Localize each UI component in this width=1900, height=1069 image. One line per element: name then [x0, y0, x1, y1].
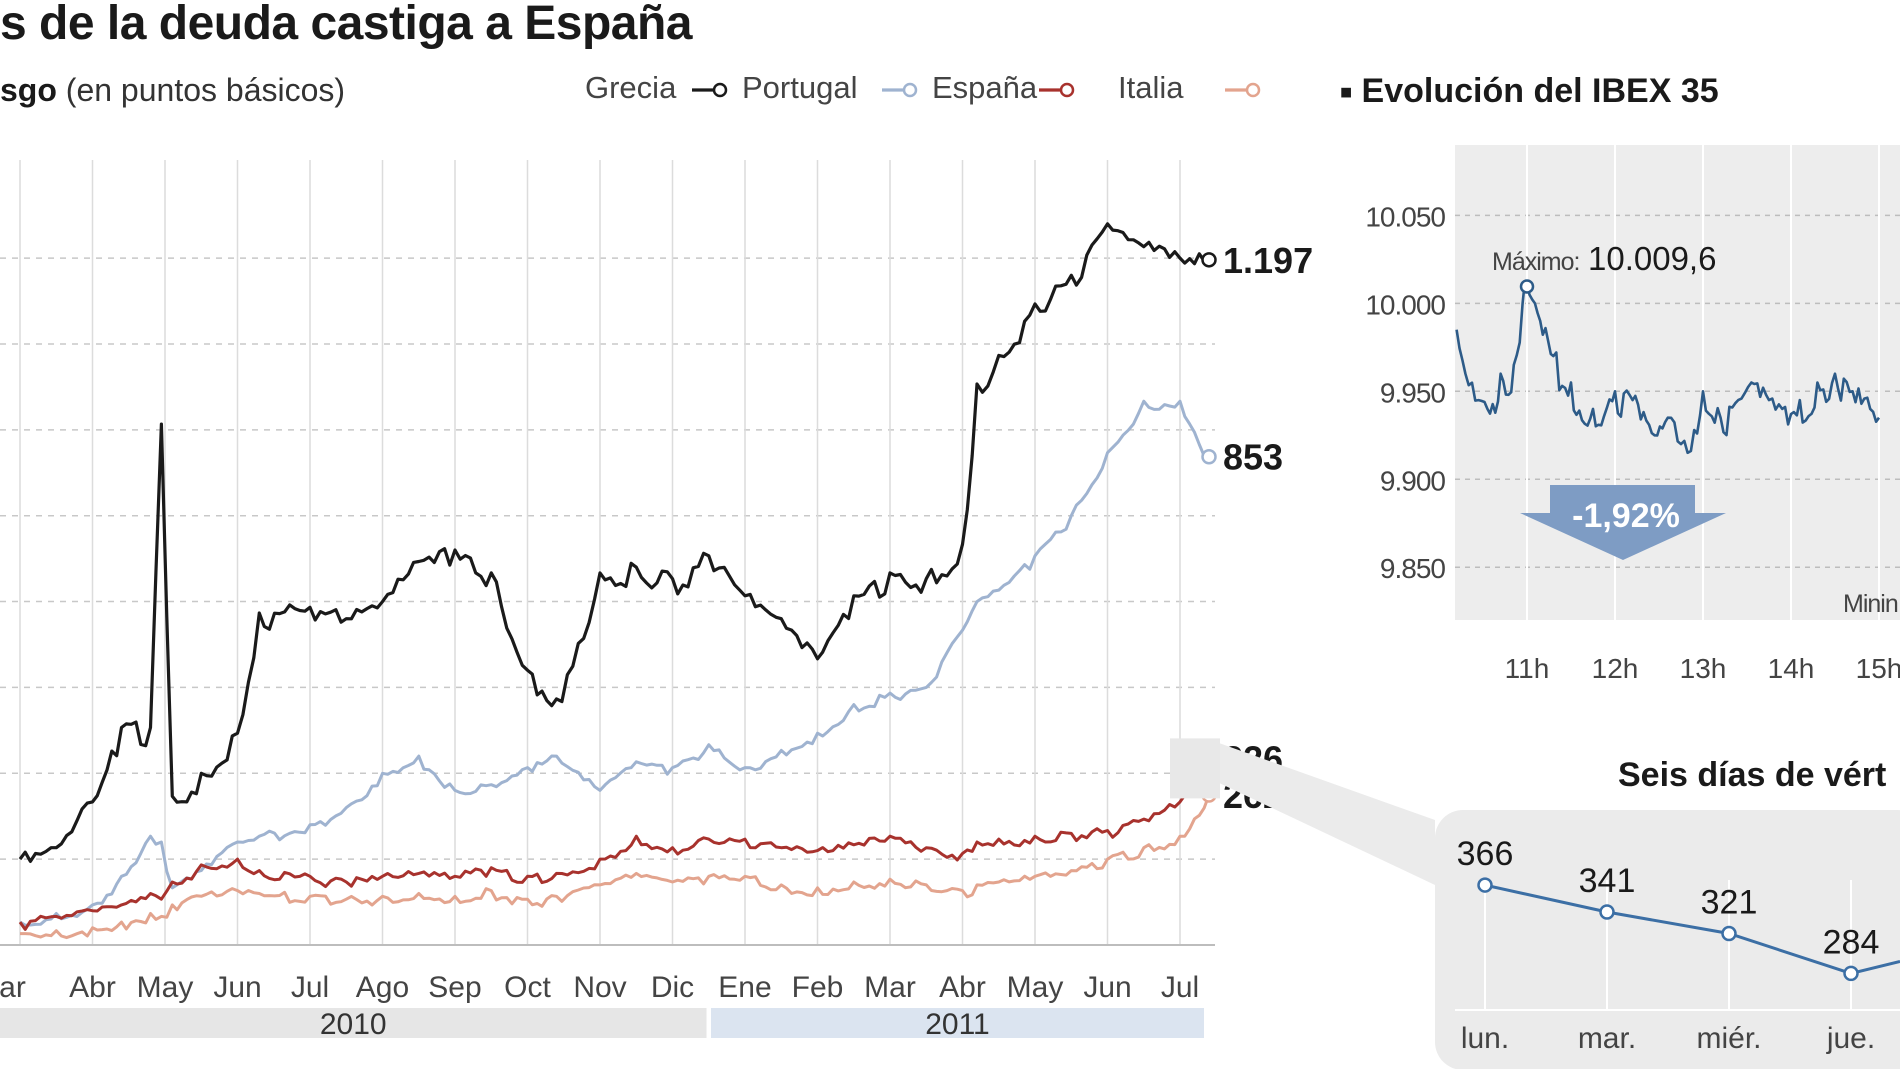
- series-line-grecia: [18, 222, 1210, 863]
- x-tick-label: Oct: [504, 971, 551, 1004]
- six-days-panel: [1435, 810, 1900, 1069]
- ibex-x-tick-label: 11h: [1505, 653, 1550, 684]
- x-tick-label: Nov: [573, 971, 626, 1004]
- series-end-marker: [1201, 252, 1217, 268]
- ibex-max-marker: [1519, 279, 1535, 294]
- x-tick-label: Mar: [0, 971, 26, 1004]
- page-title: s de la deuda castiga a España: [0, 0, 692, 50]
- x-tick-label: Abr: [69, 971, 116, 1004]
- main-chart-grid: [0, 160, 1215, 946]
- ibex-max-label: Máximo:: [1492, 248, 1579, 276]
- x-tick-label: Sep: [428, 971, 481, 1004]
- subtitle-bold: sgo: [0, 72, 57, 108]
- series-line-portugal: [19, 399, 1210, 927]
- series-end-marker: [1201, 448, 1217, 465]
- x-tick-label: Abr: [939, 971, 986, 1004]
- x-tick-label: May: [137, 971, 194, 1004]
- x-tick-label: Ago: [356, 971, 409, 1004]
- legend-label: Italia: [1118, 70, 1184, 105]
- legend-swatch-marker: [1245, 82, 1261, 98]
- ibex-y-tick-label: 9.850: [1380, 553, 1445, 584]
- ibex-min-label: Minin: [1843, 590, 1898, 618]
- ibex-change-arrow: [1520, 485, 1726, 560]
- ibex-chart: 9.850 9.900 9.950 10.000 10.050 11h 12h 13h 14h 1…: [1365, 145, 1900, 684]
- bullet-icon: ■: [1340, 81, 1353, 104]
- year-band: [711, 1008, 1204, 1038]
- legend-swatch-marker: [712, 82, 728, 98]
- ibex-plot-area: [1455, 145, 1900, 620]
- ibex-x-tick-label: 14h: [1768, 653, 1815, 684]
- ibex-max-value: 10.009,6: [1588, 240, 1716, 277]
- year-label: 2011: [925, 1008, 990, 1041]
- legend-label: España: [932, 70, 1038, 105]
- six-days-x-label: miér.: [1696, 1022, 1761, 1055]
- ibex-y-tick-label: 10.050: [1365, 201, 1445, 232]
- six-days-data-label: 284: [1823, 923, 1880, 961]
- x-tick-label: Jun: [1083, 971, 1131, 1004]
- six-days-x-label: lun.: [1461, 1022, 1509, 1055]
- ibex-x-tick-label: 15h: [1856, 653, 1900, 684]
- ibex-y-tick-label: 9.950: [1380, 377, 1445, 408]
- x-tick-label: Mar: [864, 971, 916, 1004]
- legend-label: Portugal: [742, 70, 857, 105]
- x-tick-label: Jun: [213, 971, 261, 1004]
- callout-connector: [1170, 738, 1435, 885]
- ibex-title: ■ Evolución del IBEX 35: [1340, 72, 1719, 111]
- ibex-x-tick-label: 12h: [1592, 653, 1639, 684]
- series-line-italia: [20, 794, 1211, 940]
- year-band: [0, 1008, 707, 1038]
- ibex-change-label: -1,92%: [1572, 497, 1680, 535]
- x-tick-label: May: [1007, 971, 1064, 1004]
- series-end-label: 1.197: [1223, 240, 1313, 281]
- six-days-title: Seis días de vért: [1618, 756, 1887, 794]
- six-days-data-label: 321: [1701, 884, 1758, 922]
- six-days-data-label: 341: [1579, 862, 1636, 900]
- ibex-title-text: Evolución del IBEX 35: [1361, 72, 1719, 110]
- series-end-label: 853: [1223, 437, 1283, 478]
- x-tick-label: Ene: [718, 971, 771, 1004]
- main-chart-axis: Mar Abr May Jun Jul Ago Sep Oct Nov Dic Ene Feb Mar A…: [0, 971, 1204, 1041]
- subtitle-units: (en puntos básicos): [65, 72, 346, 108]
- callout-wedge: [1220, 743, 1435, 885]
- ibex-y-tick-label: 10.000: [1365, 289, 1445, 320]
- main-chart-series: 1.197853326262: [18, 222, 1313, 940]
- x-tick-label: Jul: [291, 971, 329, 1004]
- ibex-y-tick-label: 9.900: [1380, 465, 1445, 496]
- main-chart-subtitle: sgo (en puntos básicos): [0, 72, 345, 109]
- main-chart-legend: Grecia Portugal España Italia: [585, 70, 1261, 105]
- six-days-point: [1843, 965, 1859, 982]
- legend-label: Grecia: [585, 70, 677, 105]
- six-days-x-label: mar.: [1578, 1022, 1636, 1055]
- x-tick-label: Feb: [792, 971, 844, 1004]
- x-tick-label: Dic: [651, 971, 694, 1004]
- year-label: 2010: [320, 1008, 387, 1041]
- six-days-data-label: 366: [1457, 835, 1514, 873]
- six-days-x-label: jue.: [1826, 1022, 1875, 1055]
- ibex-x-tick-label: 13h: [1680, 653, 1727, 684]
- callout-box: [1170, 738, 1220, 799]
- six-days-point: [1721, 925, 1737, 942]
- six-days-chart: lun. mar. miér. jue. 366 341 321 284: [1435, 810, 1900, 1069]
- legend-swatch-marker: [1059, 82, 1075, 98]
- legend-swatch-marker: [902, 82, 918, 98]
- six-days-point: [1599, 904, 1615, 920]
- six-days-point: [1477, 877, 1493, 893]
- x-tick-label: Jul: [1161, 971, 1199, 1004]
- series-line-españa: [18, 757, 1211, 931]
